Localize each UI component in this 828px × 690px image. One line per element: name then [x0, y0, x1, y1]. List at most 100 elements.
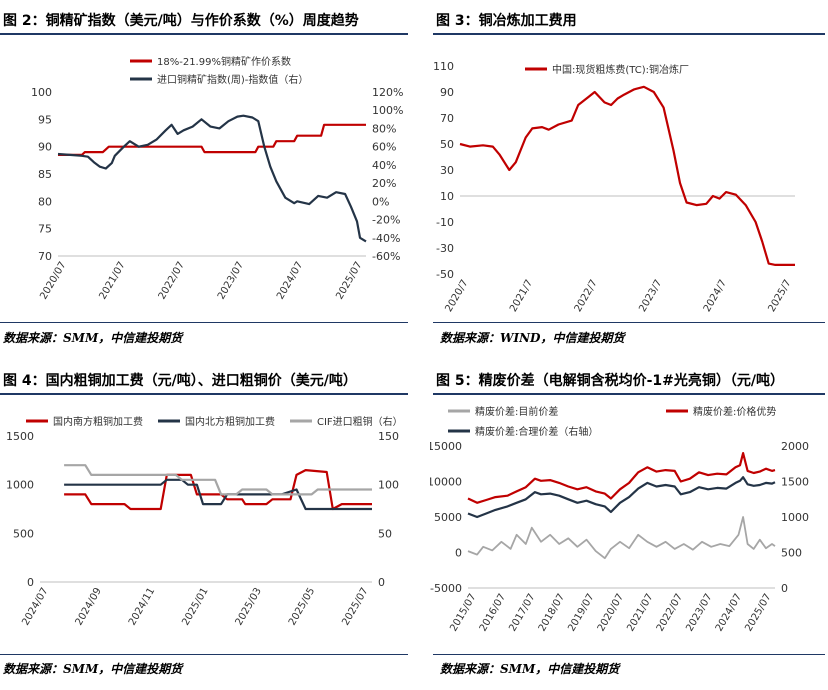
x-tick-label: 2020/07 [38, 260, 68, 301]
y-left-tick-label: 100 [31, 86, 52, 99]
series-line-2 [64, 478, 372, 511]
y-right-tick-label: 100% [372, 104, 403, 117]
legend-label-1: 精废价差:目前价差 [475, 405, 558, 418]
series-line-2 [467, 452, 776, 504]
y-left-tick-label: 15000 [430, 440, 462, 453]
y-left-tick-label: -30 [436, 242, 454, 255]
y-left-tick-label: 5000 [434, 511, 462, 524]
y-left-tick-label: 85 [38, 168, 52, 181]
chart2-bottom-rule [433, 322, 825, 323]
chart1-svg: 70 75 80 85 90 95 100 -60% -40% -20% 0% 20% 40% 60% 80… [31, 55, 403, 301]
x-tick-label: 2024/11 [127, 586, 157, 627]
x-tick-label: 2017/07 [507, 592, 537, 633]
chart2-title-rule [433, 33, 825, 35]
y-right-tick-label: 2000 [781, 440, 809, 453]
chart3-title-rule [0, 393, 408, 395]
series-line-3 [467, 476, 776, 519]
y-left-tick-label: 10000 [430, 476, 462, 489]
y-left-tick-label: 70 [38, 250, 52, 263]
x-tick-label: 2021/7 [508, 278, 535, 314]
y-left-tick-label: 80 [38, 195, 52, 208]
chart3-bottom-rule [0, 654, 408, 655]
y-right-tick-label: -20% [372, 214, 400, 227]
legend-label-2: 进口铜精矿指数(周)-指数值（右） [157, 73, 308, 86]
chart4-title: 图 5：精废价差（电解铜含税均价-1#光亮铜）（元/吨） [436, 373, 785, 389]
x-tick-label: 2024/09 [74, 586, 104, 627]
chart4-svg: -5000 0 5000 10000 15000 0 500 1000 1500 2000 2015… [430, 405, 809, 633]
chart3-svg: 0 500 1000 1500 0 50 100 150 2024/07 2024/09 2024/… [6, 415, 403, 627]
y-left-tick-label: 0 [455, 547, 462, 560]
x-tick-label: 2016/07 [478, 592, 508, 633]
chart4-source: 数据来源：SMM，中信建投期货 [440, 662, 620, 676]
legend-label-2: 精废价差:价格优势 [693, 405, 776, 418]
series-line-2 [57, 114, 367, 243]
x-tick-label: 2023/7 [637, 278, 664, 314]
y-left-tick-label: 50 [440, 138, 454, 151]
series-line-3 [64, 464, 372, 496]
legend-label-1: 18%-21.99%铜精矿作价系数 [157, 55, 291, 68]
x-tick-label: 2022/07 [655, 592, 685, 633]
x-tick-label: 2018/07 [537, 592, 567, 633]
x-tick-label: 2019/07 [566, 592, 596, 633]
y-right-tick-label: 100 [378, 479, 399, 492]
x-tick-label: 2021/07 [625, 592, 655, 633]
y-right-tick-label: 150 [378, 430, 399, 443]
legend-label-1: 中国:现货粗炼费(TC):铜冶炼厂 [552, 63, 689, 76]
x-tick-label: 2024/07 [714, 592, 744, 633]
x-tick-label: 2023/07 [684, 592, 714, 633]
chart3-title: 图 4：国内粗铜加工费（元/吨）、进口粗铜价（美元/吨） [3, 373, 357, 389]
x-tick-label: 2025/7 [766, 278, 793, 314]
x-tick-label: 2025/07 [334, 260, 364, 301]
series-line-1 [58, 123, 366, 156]
y-right-tick-label: 20% [372, 177, 396, 190]
legend-label-3: CIF进口粗铜（右） [317, 415, 403, 428]
y-right-tick-label: 120% [372, 86, 403, 99]
y-right-tick-label: 1500 [781, 476, 809, 489]
y-left-tick-label: -50 [436, 268, 454, 281]
y-left-tick-label: 90 [38, 141, 52, 154]
x-tick-label: 2025/01 [180, 586, 210, 627]
chart1-source: 数据来源：SMM，中信建投期货 [3, 331, 183, 345]
x-tick-label: 2020/07 [596, 592, 626, 633]
y-right-tick-label: 500 [781, 547, 802, 560]
y-left-tick-label: 90 [440, 86, 454, 99]
x-tick-label: 2024/07 [20, 586, 50, 627]
x-tick-label: 2020/7 [443, 278, 470, 314]
legend-label-3: 精废价差:合理价差（右轴） [475, 425, 598, 438]
y-right-tick-label: 80% [372, 122, 396, 135]
y-right-tick-label: 60% [372, 141, 396, 154]
y-right-tick-label: -40% [372, 232, 400, 245]
x-tick-label: 2025/05 [287, 586, 317, 627]
series-line-1 [459, 85, 795, 266]
chart2-source: 数据来源：WIND，中信建投期货 [440, 331, 625, 345]
chart1-bottom-rule [0, 322, 408, 323]
y-left-tick-label: 1500 [6, 430, 34, 443]
x-tick-label: 2022/7 [573, 278, 600, 314]
x-tick-label: 2022/07 [157, 260, 187, 301]
y-right-tick-label: 0% [372, 195, 389, 208]
y-left-tick-label: 110 [433, 60, 454, 73]
chart2-svg: -50 -30 -10 10 30 50 70 90 110 2020/7 2021/7 2022/7… [433, 60, 795, 314]
y-right-tick-label: 1000 [781, 511, 809, 524]
y-right-tick-label: 40% [372, 159, 396, 172]
y-left-tick-label: -10 [436, 216, 454, 229]
y-right-tick-label: -60% [372, 250, 400, 263]
x-tick-label: 2023/07 [216, 260, 246, 301]
x-tick-label: 2025/03 [234, 586, 264, 627]
y-right-tick-label: 50 [378, 527, 392, 540]
series-line-1 [467, 516, 776, 560]
y-left-tick-label: 500 [13, 527, 34, 540]
y-right-tick-label: 0 [378, 576, 385, 589]
x-tick-label: 2015/07 [448, 592, 478, 633]
chart3-source: 数据来源：SMM，中信建投期货 [3, 662, 183, 676]
y-left-tick-label: 0 [27, 576, 34, 589]
legend-label-1: 国内南方粗铜加工费 [53, 415, 143, 428]
x-tick-label: 2024/07 [275, 260, 305, 301]
y-left-tick-label: -5000 [430, 582, 462, 595]
chart4-title-rule [433, 393, 825, 395]
chart4-bottom-rule [433, 654, 825, 655]
chart1-title: 图 2：铜精矿指数（美元/吨）与作价系数（%）周度趋势 [3, 13, 359, 29]
y-left-tick-label: 95 [38, 113, 52, 126]
y-right-tick-label: 0 [781, 582, 788, 595]
x-tick-label: 2021/07 [97, 260, 127, 301]
